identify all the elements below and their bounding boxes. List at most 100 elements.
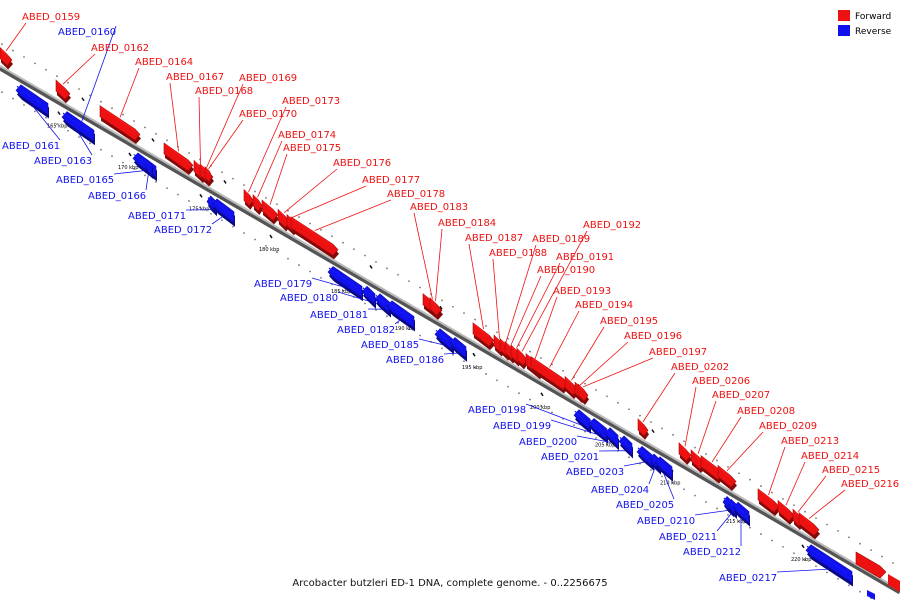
legend-forward-swatch [838, 10, 850, 21]
legend-reverse-swatch [838, 25, 850, 36]
gene-label[interactable]: ABED_0163 [34, 156, 92, 167]
gene-abed-0197[interactable] [577, 383, 589, 405]
gene-label[interactable]: ABED_0199 [493, 421, 551, 432]
gene-label[interactable]: ABED_0178 [387, 189, 445, 200]
gene-label[interactable]: ABED_0213 [781, 436, 839, 447]
gene-label[interactable]: ABED_0212 [683, 547, 741, 558]
gene-abed-0179[interactable] [327, 266, 363, 302]
gene-abed-0159[interactable] [0, 47, 13, 70]
gene-arrow [204, 166, 213, 183]
gene-label[interactable]: ABED_0214 [801, 451, 859, 462]
gene-label[interactable]: ABED_0194 [575, 300, 633, 311]
gene-label[interactable]: ABED_0169 [239, 73, 297, 84]
gene-label[interactable]: ABED_0176 [333, 158, 391, 169]
gene-abed-0202[interactable] [637, 418, 649, 440]
gene-label[interactable]: ABED_0200 [519, 437, 577, 448]
gene-abed-0186[interactable] [449, 337, 467, 362]
gene-label[interactable]: ABED_0175 [283, 143, 341, 154]
gene-label[interactable]: ABED_0167 [166, 72, 224, 83]
gene-label[interactable]: ABED_0193 [553, 286, 611, 297]
gene-abed-0175[interactable] [261, 199, 279, 225]
gene-label[interactable]: ABED_0189 [532, 234, 590, 245]
gene-abed-0208[interactable] [700, 455, 724, 484]
gene-abed-0206[interactable] [678, 442, 692, 465]
gene-label[interactable]: ABED_0171 [128, 211, 186, 222]
gene-abed-0181[interactable] [374, 293, 391, 318]
gene-label[interactable]: ABED_0187 [465, 233, 523, 244]
gene-label[interactable]: ABED_0177 [362, 175, 420, 186]
gene-label[interactable]: ABED_0172 [154, 225, 212, 236]
gene-label[interactable]: ABED_0191 [556, 252, 614, 263]
gene-abed-0199[interactable] [588, 418, 608, 444]
gene-label[interactable]: ABED_0202 [671, 362, 729, 373]
gene-abed-0178[interactable] [290, 216, 339, 260]
gene-label[interactable]: ABED_0198 [468, 405, 526, 416]
gene-abed-0212[interactable] [732, 501, 750, 527]
gene-label[interactable]: ABED_0168 [195, 86, 253, 97]
gene-label[interactable]: ABED_0185 [361, 340, 419, 351]
gene-abed-0203[interactable] [636, 445, 654, 471]
gene-label[interactable]: ABED_0170 [239, 109, 297, 120]
gene-abed-0180[interactable] [361, 285, 376, 309]
gene-label[interactable]: ABED_0164 [135, 57, 193, 68]
gene-label[interactable]: ABED_0210 [637, 516, 695, 527]
gene-abed-0173[interactable] [243, 188, 254, 210]
gene-label[interactable]: ABED_0182 [337, 325, 395, 336]
gene-label[interactable]: ABED_0183 [410, 202, 468, 213]
gene-label[interactable]: ABED_0215 [822, 465, 880, 476]
gene-label[interactable]: ABED_0188 [489, 248, 547, 259]
gene-label[interactable]: ABED_0174 [278, 130, 336, 141]
gene-label[interactable]: ABED_0204 [591, 485, 649, 496]
gene-label[interactable]: ABED_0216 [841, 479, 899, 490]
gene-abed-0209[interactable] [717, 464, 737, 492]
gene-abed-0216[interactable] [798, 512, 820, 540]
gene-abed-0182[interactable] [386, 300, 415, 332]
gene-abed-0162[interactable] [55, 79, 71, 104]
gene-label[interactable]: ABED_0201 [541, 452, 599, 463]
gene-abed-0166[interactable] [144, 159, 153, 179]
gene-label[interactable]: ABED_0192 [583, 220, 641, 231]
gene-label[interactable]: ABED_0209 [759, 421, 817, 432]
gene-abed-0201[interactable] [618, 435, 633, 459]
gene-abed-0172[interactable] [211, 198, 235, 227]
gene-label[interactable]: ABED_0208 [737, 406, 795, 417]
gene-abed-0200[interactable] [604, 427, 619, 451]
gene-label[interactable]: ABED_0207 [712, 390, 770, 401]
gene-abed-0214[interactable] [777, 499, 795, 525]
gene-abed-0192[interactable] [516, 347, 528, 370]
gene-abed-0217[interactable] [805, 544, 853, 587]
gene-label[interactable]: ABED_0196 [624, 331, 682, 342]
gene-label[interactable]: ABED_0179 [254, 279, 312, 290]
gene-label[interactable]: ABED_0217 [719, 573, 777, 584]
gene-abed-0198[interactable] [573, 409, 591, 435]
gene-label[interactable]: ABED_0162 [91, 43, 149, 54]
gene-label[interactable]: ABED_0186 [386, 355, 444, 366]
gene-abed-0184[interactable] [429, 297, 442, 320]
gene-leader-line [145, 172, 149, 191]
gene-abed-0164[interactable] [99, 105, 141, 145]
gene-label[interactable]: ABED_0173 [282, 96, 340, 107]
gene-abed-0187[interactable] [472, 322, 495, 351]
gene-abed-0213[interactable] [757, 488, 780, 517]
gene-label[interactable]: ABED_0205 [616, 500, 674, 511]
gene-label[interactable]: ABED_0203 [566, 467, 624, 478]
gene-label[interactable]: ABED_0159 [22, 12, 80, 23]
gene-label[interactable]: ABED_0197 [649, 347, 707, 358]
gene-label[interactable]: ABED_0160 [58, 27, 116, 38]
gene-abed-0205[interactable] [654, 456, 673, 482]
gene-abed-0174[interactable] [252, 194, 263, 216]
gene-label[interactable]: ABED_0180 [280, 293, 338, 304]
gene-abed-0163[interactable] [61, 111, 95, 146]
gene-abed-0185[interactable] [434, 328, 454, 355]
gene-abed-0170[interactable] [204, 166, 213, 186]
gene-abed-0161[interactable] [15, 84, 49, 119]
gene-label[interactable]: ABED_0206 [692, 376, 750, 387]
gene-label[interactable]: ABED_0181 [310, 310, 368, 321]
gene-label[interactable]: ABED_0161 [2, 141, 60, 152]
gene-label[interactable]: ABED_0165 [56, 175, 114, 186]
gene-label[interactable]: ABED_0195 [600, 316, 658, 327]
gene-abed-0167[interactable] [163, 142, 194, 175]
gene-label[interactable]: ABED_0184 [438, 218, 496, 229]
gene-label[interactable]: ABED_0166 [88, 191, 146, 202]
gene-label[interactable]: ABED_0211 [659, 532, 717, 543]
